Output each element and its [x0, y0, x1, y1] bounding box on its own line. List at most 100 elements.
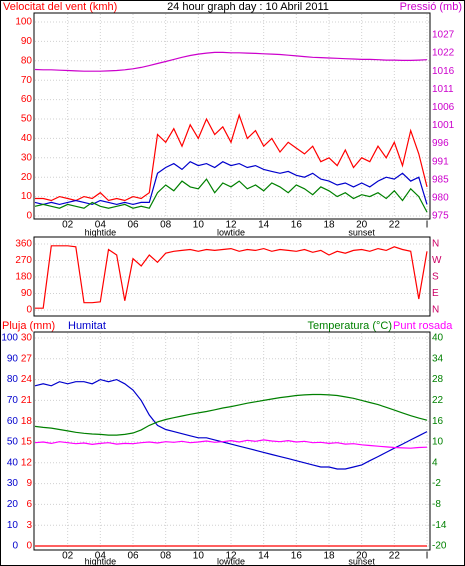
y3-tick-label: 6: [26, 499, 32, 510]
y2-tick-label: N: [432, 305, 439, 316]
y3-tick-label: 9: [26, 478, 32, 489]
x-tick-label: 22: [389, 220, 401, 231]
y-tick-label: 20: [7, 499, 19, 510]
y2-tick-label: 34: [432, 353, 444, 364]
x-tick-label: 04: [95, 220, 107, 231]
y3-tick-label: 24: [21, 374, 33, 385]
y-tick-label: 20: [21, 172, 33, 183]
y-tick-label: 90: [21, 288, 33, 299]
series-line: [34, 160, 428, 206]
y2-tick-label: 985: [432, 174, 449, 185]
y2-tick-label: 4: [432, 457, 438, 468]
y2-tick-label: 28: [432, 374, 444, 385]
tide-label: lowtide: [217, 556, 245, 566]
y2-tick-label: -2: [432, 478, 441, 489]
y-tick-label: 0: [12, 541, 18, 552]
x-tick-label: 02: [62, 551, 74, 562]
y-tick-label: 30: [21, 152, 33, 163]
y-tick-label: 70: [21, 75, 33, 86]
series-line: [34, 439, 428, 449]
wind-label: Velocitat del vent (kmh): [3, 1, 117, 13]
plot-frame: [33, 12, 431, 220]
pressure-label: Pressió (mb): [400, 1, 462, 13]
y-tick-label: 270: [15, 255, 32, 266]
y-tick-label: 40: [7, 457, 19, 468]
x-tick-label: 20: [356, 551, 368, 562]
y-tick-label: 60: [7, 416, 19, 427]
y-tick-label: 80: [21, 55, 33, 66]
y-tick-label: 0: [26, 211, 32, 222]
y-tick-label: 50: [7, 437, 19, 448]
y3-tick-label: 30: [21, 333, 33, 344]
y3-tick-label: 15: [21, 437, 33, 448]
series-line: [34, 378, 428, 470]
y2-tick-label: 980: [432, 193, 449, 204]
y3-tick-label: 21: [21, 395, 33, 406]
x-tick-label: 12: [225, 551, 237, 562]
y2-tick-label: 1011: [432, 84, 454, 95]
x-tick-label: 12: [225, 220, 237, 231]
y-tick-label: 90: [7, 353, 19, 364]
tide-label: sunset: [348, 227, 375, 237]
y-tick-label: 100: [1, 333, 18, 344]
series-line: [35, 113, 428, 202]
y2-tick-label: 1016: [432, 66, 455, 77]
y-tick-label: 70: [7, 395, 19, 406]
series-line: [34, 51, 428, 72]
x-tick-label: 14: [258, 220, 270, 231]
y-tick-label: 60: [21, 94, 33, 105]
y2-tick-label: E: [432, 288, 439, 299]
x-tick-label: 08: [160, 220, 172, 231]
tide-label: hightide: [85, 227, 117, 237]
x-tick-label: 16: [291, 551, 303, 562]
series-header: Pluja (mm): [2, 320, 55, 332]
x-tick-label: 18: [323, 551, 335, 562]
y2-tick-label: 22: [432, 395, 444, 406]
series-header: Punt rosada: [393, 320, 453, 332]
y2-tick-label: N: [432, 239, 439, 250]
y2-tick-label: 1001: [432, 120, 455, 131]
y2-tick-label: 40: [432, 333, 444, 344]
y-tick-label: 40: [21, 133, 33, 144]
y-tick-label: 0: [26, 305, 32, 316]
x-tick-label: I: [426, 220, 429, 231]
x-tick-label: 04: [95, 551, 107, 562]
y-tick-label: 30: [7, 478, 19, 489]
y3-tick-label: 12: [21, 457, 33, 468]
series-line: [34, 178, 428, 213]
tide-label: hightide: [85, 556, 117, 566]
y3-tick-label: 3: [26, 520, 32, 531]
tide-label: sunset: [348, 556, 375, 566]
y-tick-label: 180: [15, 272, 32, 283]
y-tick-label: 50: [21, 114, 33, 125]
series-header: Temperatura (°C): [308, 320, 392, 332]
series-line: [34, 393, 428, 436]
y3-tick-label: 0: [26, 541, 32, 552]
y3-tick-label: 18: [21, 416, 33, 427]
y2-tick-label: -14: [432, 520, 447, 531]
chart-title: 24 hour graph day : 10 Abril 2011: [167, 1, 329, 13]
y-tick-label: 360: [15, 239, 32, 250]
y2-tick-label: 16: [432, 416, 444, 427]
y2-tick-label: -20: [432, 541, 447, 552]
y2-tick-label: 1022: [432, 48, 455, 59]
y2-tick-label: 1006: [432, 102, 455, 113]
x-tick-label: 16: [291, 220, 303, 231]
series-header: Humitat: [68, 320, 106, 332]
y-tick-label: 90: [21, 36, 33, 47]
x-tick-label: 02: [62, 220, 74, 231]
y2-tick-label: 10: [432, 437, 444, 448]
x-tick-label: 08: [160, 551, 172, 562]
y2-tick-label: 975: [432, 211, 449, 222]
y2-tick-label: 1027: [432, 30, 455, 41]
y3-tick-label: 27: [21, 353, 33, 364]
series-line: [35, 245, 428, 309]
x-tick-label: 06: [127, 551, 139, 562]
y-tick-label: 80: [7, 374, 19, 385]
x-tick-label: I: [426, 551, 429, 562]
y-tick-label: 10: [7, 520, 19, 531]
y2-tick-label: 991: [432, 156, 449, 167]
x-tick-label: 10: [193, 220, 205, 231]
y-tick-label: 10: [21, 191, 33, 202]
